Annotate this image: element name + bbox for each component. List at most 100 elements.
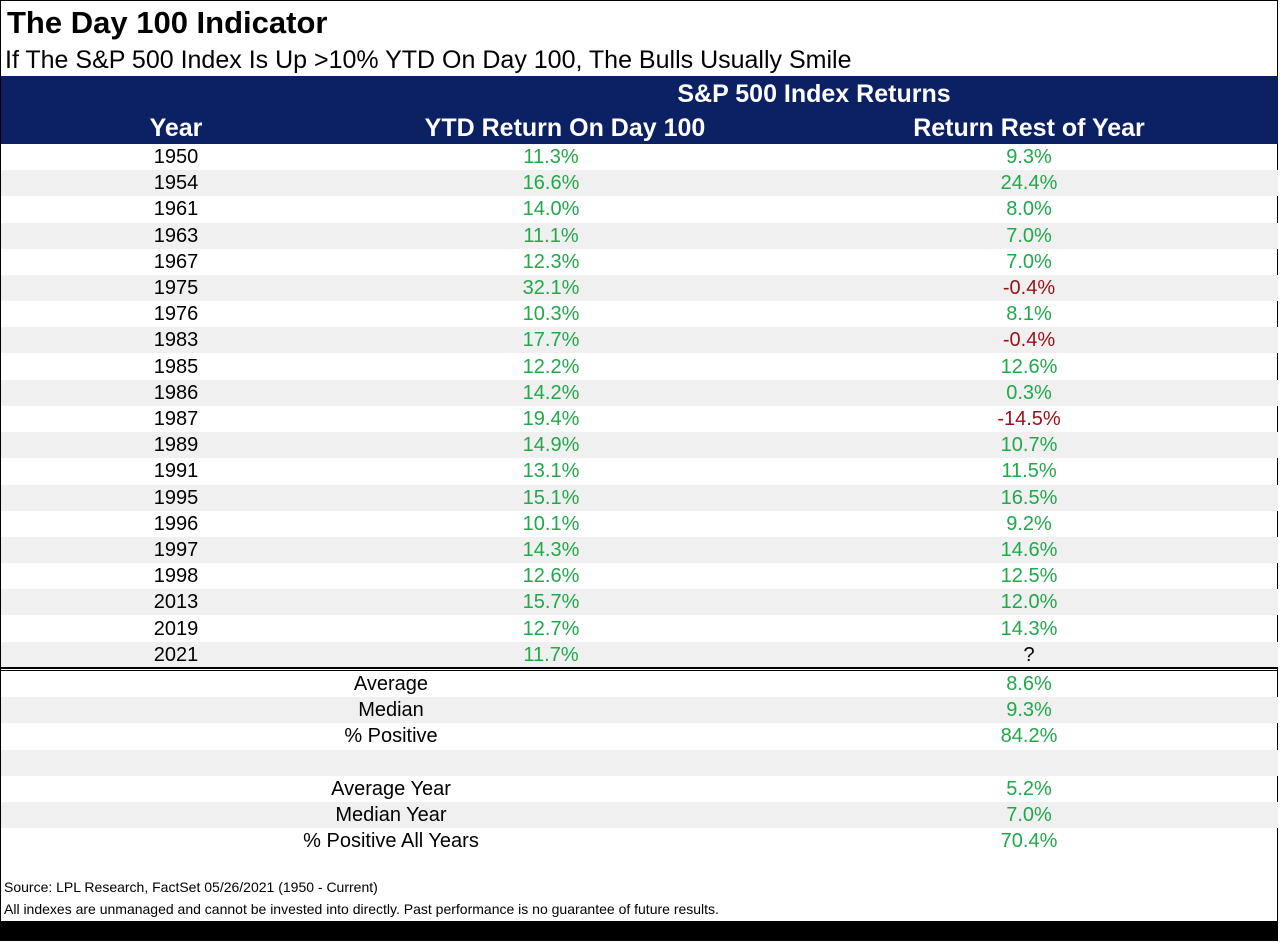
cell-rest-return: 10.7% bbox=[1000, 434, 1058, 457]
cell-ytd-return: 10.1% bbox=[522, 512, 580, 535]
footer-bar bbox=[1, 921, 1278, 941]
cell-rest-return: 7.0% bbox=[1006, 250, 1052, 273]
cell-year: 1996 bbox=[153, 512, 199, 535]
cell-rest-return: 11.5% bbox=[1001, 460, 1057, 483]
summary-value: 70.4% bbox=[1000, 830, 1058, 853]
cell-ytd-return: 15.7% bbox=[522, 591, 580, 614]
cell-rest-return: 14.3% bbox=[1000, 617, 1058, 640]
cell-rest-return: -14.5% bbox=[997, 408, 1061, 430]
cell-rest-return: -0.4% bbox=[1002, 277, 1056, 299]
cell-year: 1961 bbox=[153, 198, 199, 221]
table-row: 2019 12.7% 14.3% bbox=[1, 616, 1278, 642]
table-row: 1989 14.9% 10.7% bbox=[1, 432, 1278, 459]
cell-year: 1975 bbox=[153, 277, 199, 299]
table-row: 1954 16.6% 24.4% bbox=[1, 170, 1278, 197]
cell-ytd-return: 11.1% bbox=[523, 224, 579, 247]
cell-year: 1997 bbox=[153, 539, 199, 561]
cell-ytd-return: 12.7% bbox=[522, 617, 580, 640]
column-header-ytd: YTD Return On Day 100 bbox=[424, 114, 706, 142]
table-row: 1985 12.2% 12.6% bbox=[1, 354, 1278, 380]
table-row: 1975 32.1% -0.4% bbox=[1, 275, 1278, 301]
table-row: 1997 14.3% 14.6% bbox=[1, 537, 1278, 563]
cell-year: 1998 bbox=[153, 565, 199, 588]
cell-ytd-return: 16.6% bbox=[522, 172, 580, 195]
table-row: 1995 15.1% 16.5% bbox=[1, 484, 1278, 511]
disclaimer-note: All indexes are unmanaged and cannot be … bbox=[4, 901, 719, 917]
summary-row: Average 8.6% bbox=[1, 671, 1278, 697]
cell-rest-return: 24.4% bbox=[1000, 172, 1058, 195]
summary-label: Median Year bbox=[335, 804, 447, 826]
summary-row: % Positive 84.2% bbox=[1, 723, 1278, 749]
table-row: 1986 14.2% 0.3% bbox=[1, 379, 1278, 406]
cell-ytd-return: 32.1% bbox=[522, 277, 580, 299]
cell-year: 1950 bbox=[153, 146, 199, 168]
summary-label: % Positive bbox=[344, 725, 438, 748]
table-row: 1950 11.3% 9.3% bbox=[1, 144, 1278, 170]
summary-label: Average Year bbox=[331, 777, 451, 800]
cell-rest-return: 12.0% bbox=[1000, 591, 1058, 614]
table-row: 2021 11.7%? bbox=[1, 641, 1278, 668]
cell-ytd-return: 17.7% bbox=[522, 329, 580, 352]
cell-ytd-return: 12.6% bbox=[522, 565, 580, 588]
summary-separator-thin bbox=[1, 670, 1278, 671]
cell-year: 1976 bbox=[153, 303, 199, 326]
cell-rest-return: 8.1% bbox=[1006, 303, 1052, 326]
cell-rest-return: 9.2% bbox=[1006, 512, 1052, 535]
source-note: Source: LPL Research, FactSet 05/26/2021… bbox=[4, 879, 378, 895]
cell-year: 1985 bbox=[153, 355, 199, 378]
cell-ytd-return: 15.1% bbox=[522, 486, 580, 509]
cell-rest-return: ? bbox=[1023, 643, 1035, 666]
table-row: 1998 12.6% 12.5% bbox=[1, 563, 1278, 589]
summary-row bbox=[1, 749, 1278, 776]
summary-value: 84.2% bbox=[1000, 725, 1058, 748]
cell-year: 2013 bbox=[153, 591, 199, 614]
summary-row: Average Year 5.2% bbox=[1, 776, 1278, 802]
cell-year: 2021 bbox=[153, 643, 199, 666]
cell-year: 1963 bbox=[153, 224, 199, 247]
table-row: 1961 14.0% 8.0% bbox=[1, 196, 1278, 222]
cell-year: 1995 bbox=[153, 486, 199, 509]
cell-rest-return: 14.6% bbox=[1000, 539, 1058, 561]
cell-year: 1954 bbox=[153, 172, 199, 195]
cell-ytd-return: 11.3% bbox=[523, 146, 579, 168]
table-row: 1991 13.1% 11.5% bbox=[1, 458, 1278, 484]
table-row: 1987 19.4% -14.5% bbox=[1, 406, 1278, 432]
summary-separator bbox=[1, 667, 1278, 669]
cell-year: 1989 bbox=[153, 434, 199, 457]
summary-value: 9.3% bbox=[1006, 699, 1052, 722]
summary-label: Average bbox=[353, 673, 429, 695]
cell-rest-return: -0.4% bbox=[1002, 329, 1056, 352]
table-row: 1963 11.1% 7.0% bbox=[1, 222, 1278, 249]
cell-ytd-return: 12.2% bbox=[522, 355, 580, 378]
summary-row: Median Year 7.0% bbox=[1, 802, 1278, 828]
cell-ytd-return: 12.3% bbox=[522, 250, 580, 273]
cell-ytd-return: 14.9% bbox=[522, 434, 580, 457]
summary-label: Median bbox=[358, 699, 424, 722]
cell-rest-return: 0.3% bbox=[1006, 381, 1052, 404]
table-row: 1967 12.3% 7.0% bbox=[1, 249, 1278, 275]
summary-value: 7.0% bbox=[1006, 804, 1052, 826]
summary-label: % Positive All Years bbox=[303, 830, 479, 853]
header-group-label: S&P 500 Index Returns bbox=[677, 80, 951, 108]
table-row: 1976 10.3% 8.1% bbox=[1, 301, 1278, 327]
cell-ytd-return: 10.3% bbox=[522, 303, 580, 326]
summary-row: % Positive All Years 70.4% bbox=[1, 828, 1278, 854]
cell-rest-return: 7.0% bbox=[1006, 224, 1052, 247]
cell-year: 1983 bbox=[153, 329, 199, 352]
cell-rest-return: 12.6% bbox=[1000, 355, 1058, 378]
cell-year: 1967 bbox=[153, 250, 199, 273]
table-row: 1996 10.1% 9.2% bbox=[1, 511, 1278, 537]
table-header: S&P 500 Index Returns Year YTD Return On… bbox=[1, 76, 1278, 144]
cell-rest-return: 12.5% bbox=[1000, 565, 1058, 588]
chart-title: The Day 100 Indicator bbox=[7, 5, 328, 40]
summary-row: Median 9.3% bbox=[1, 697, 1278, 724]
summary-value: 8.6% bbox=[1006, 673, 1052, 695]
cell-rest-return: 8.0% bbox=[1006, 198, 1052, 221]
cell-ytd-return: 14.2% bbox=[522, 381, 580, 404]
column-header-year: Year bbox=[149, 114, 203, 142]
cell-rest-return: 16.5% bbox=[1000, 486, 1058, 509]
table-row: 2013 15.7% 12.0% bbox=[1, 589, 1278, 616]
table-row: 1983 17.7% -0.4% bbox=[1, 327, 1278, 354]
cell-ytd-return: 19.4% bbox=[522, 408, 580, 430]
cell-year: 1987 bbox=[153, 408, 199, 430]
